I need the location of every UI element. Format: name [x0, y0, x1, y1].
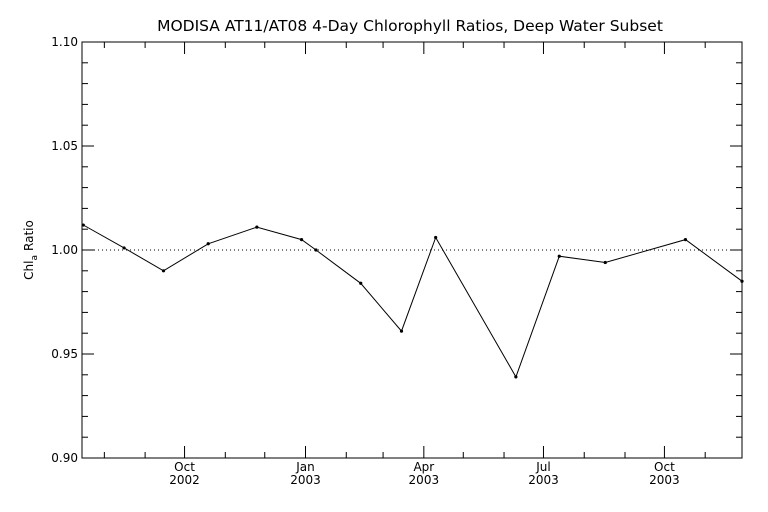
data-point: [603, 260, 607, 265]
y-tick-label: 0.90: [51, 451, 78, 465]
data-point: [434, 235, 438, 240]
x-tick-label-year: 2003: [290, 473, 321, 487]
y-axis-label-main: Chl: [22, 261, 36, 280]
data-point: [399, 329, 404, 333]
x-tick-label-month: Jan: [295, 460, 315, 474]
y-tick-label: 1.10: [51, 35, 78, 49]
data-point: [161, 269, 166, 273]
x-tick-label-month: Oct: [654, 460, 675, 474]
y-axis-label-tail: Ratio: [22, 220, 36, 251]
y-tick-label: 1.00: [51, 243, 78, 257]
x-tick-label-month: Apr: [413, 460, 434, 474]
x-tick-label-year: 2002: [169, 473, 200, 487]
x-tick-label-month: Jul: [535, 460, 550, 474]
data-points: [81, 223, 744, 379]
data-point: [359, 281, 363, 285]
plot-area: [81, 41, 743, 459]
data-point: [557, 254, 561, 258]
data-point: [314, 248, 318, 252]
x-tick-label-year: 2003: [649, 473, 680, 487]
y-axis: 0.90 0.95 1.00 1.05 1.10: [51, 35, 742, 465]
y-tick-label: 1.05: [51, 139, 78, 153]
data-point: [81, 223, 85, 227]
data-point: [514, 375, 518, 379]
series-line: [83, 224, 743, 379]
x-tick-label-year: 2003: [528, 473, 559, 487]
x-tick-label-month: Oct: [174, 460, 195, 474]
y-axis-label-subscript: a: [30, 255, 40, 261]
x-tick-label-year: 2003: [409, 473, 440, 487]
y-tick-label: 0.95: [51, 347, 78, 361]
data-point: [206, 242, 210, 246]
data-point: [740, 279, 744, 283]
data-point: [255, 225, 259, 229]
data-point: [683, 238, 688, 242]
chart-title: MODISA AT11/AT08 4-Day Chlorophyll Ratio…: [157, 17, 663, 35]
data-point: [299, 238, 304, 242]
y-axis-label: Chla Ratio: [22, 220, 40, 280]
data-point: [122, 246, 126, 250]
